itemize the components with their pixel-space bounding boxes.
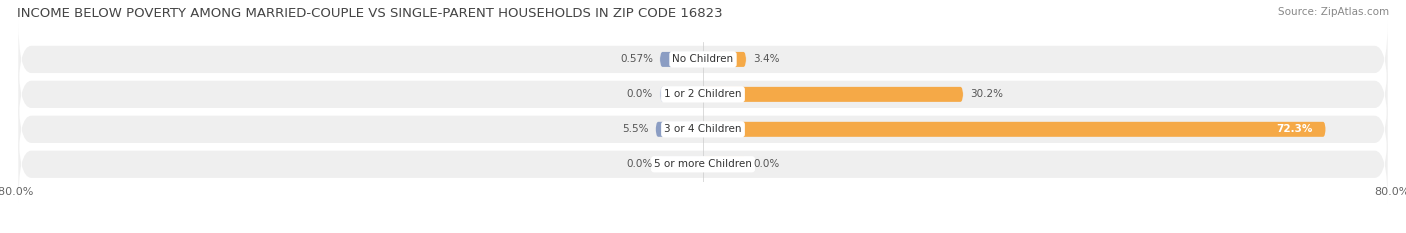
- Text: INCOME BELOW POVERTY AMONG MARRIED-COUPLE VS SINGLE-PARENT HOUSEHOLDS IN ZIP COD: INCOME BELOW POVERTY AMONG MARRIED-COUPL…: [17, 7, 723, 20]
- FancyBboxPatch shape: [703, 157, 747, 172]
- Text: 72.3%: 72.3%: [1277, 124, 1313, 134]
- FancyBboxPatch shape: [703, 122, 1326, 137]
- Text: Source: ZipAtlas.com: Source: ZipAtlas.com: [1278, 7, 1389, 17]
- Text: 3 or 4 Children: 3 or 4 Children: [664, 124, 742, 134]
- Legend: Married Couples, Single Parents: Married Couples, Single Parents: [588, 230, 818, 233]
- Text: 30.2%: 30.2%: [970, 89, 1002, 99]
- FancyBboxPatch shape: [659, 87, 703, 102]
- FancyBboxPatch shape: [18, 126, 1388, 203]
- Text: 3.4%: 3.4%: [754, 55, 779, 64]
- FancyBboxPatch shape: [703, 52, 747, 67]
- Text: 0.0%: 0.0%: [754, 159, 779, 169]
- FancyBboxPatch shape: [18, 56, 1388, 133]
- FancyBboxPatch shape: [659, 157, 703, 172]
- Text: 0.0%: 0.0%: [627, 89, 652, 99]
- FancyBboxPatch shape: [703, 87, 963, 102]
- Text: 0.57%: 0.57%: [620, 55, 652, 64]
- FancyBboxPatch shape: [659, 52, 703, 67]
- FancyBboxPatch shape: [18, 91, 1388, 168]
- Text: No Children: No Children: [672, 55, 734, 64]
- FancyBboxPatch shape: [655, 122, 703, 137]
- Text: 0.0%: 0.0%: [627, 159, 652, 169]
- Text: 5.5%: 5.5%: [623, 124, 648, 134]
- Text: 1 or 2 Children: 1 or 2 Children: [664, 89, 742, 99]
- FancyBboxPatch shape: [18, 21, 1388, 98]
- Text: 5 or more Children: 5 or more Children: [654, 159, 752, 169]
